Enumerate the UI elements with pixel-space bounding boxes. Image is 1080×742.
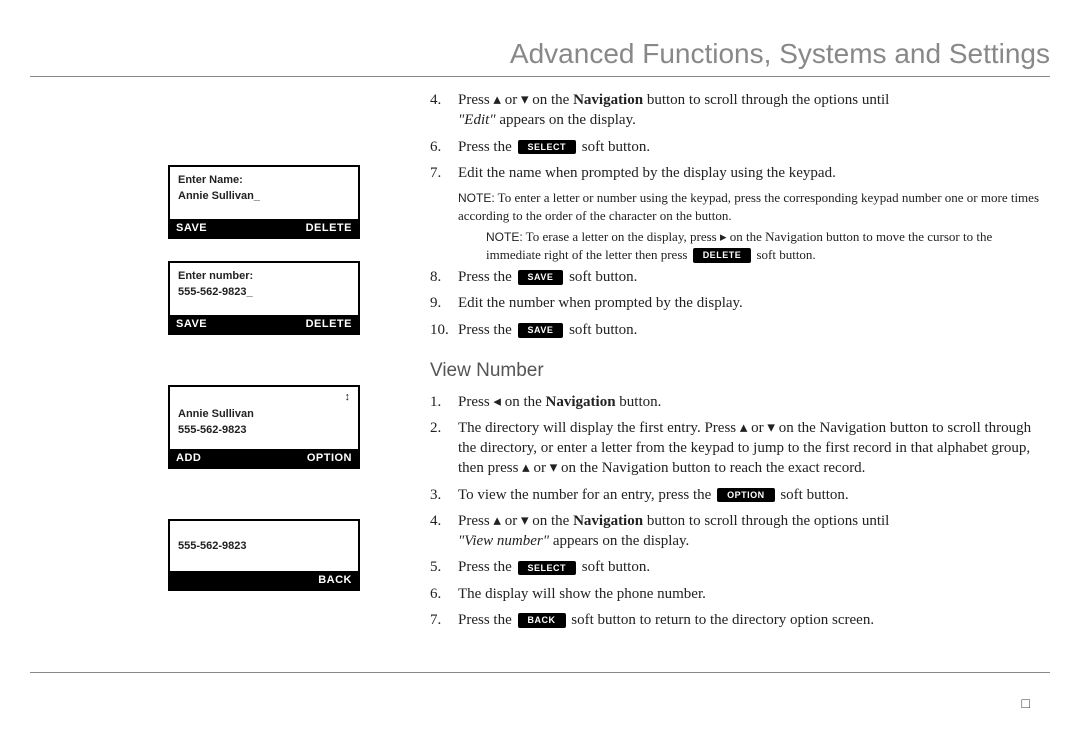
view-step-7: 7. Press the BACK soft button to return … (430, 610, 1050, 630)
view-step-4: 4. Press ▴ or ▾ on the Navigation button… (430, 511, 1050, 552)
lcd-enter-name: Enter Name: Annie Sullivan_ SAVE DELETE (168, 165, 360, 239)
view-step-5: 5. Press the SELECT soft button. (430, 557, 1050, 577)
step-10: 10. Press the SAVE soft button. (430, 320, 1050, 340)
instruction-text: 4. Press ▴ or ▾ on the Navigation button… (430, 90, 1050, 636)
note-1: NOTE: To enter a letter or number using … (458, 189, 1050, 224)
back-badge: BACK (518, 613, 566, 628)
lcd-enter-number: Enter number: 555-562-9823_ SAVE DELETE (168, 261, 360, 335)
page-number: □ (1022, 695, 1030, 711)
lcd-entry-name: Annie Sullivan (178, 407, 350, 423)
step-7: 7. Edit the name when prompted by the di… (430, 163, 1050, 183)
save-badge: SAVE (518, 270, 564, 285)
step-6: 6. Press the SELECT soft button. (430, 137, 1050, 157)
softkey-save: SAVE (170, 219, 264, 237)
lcd-value: 555-562-9823_ (178, 285, 350, 301)
softkey-add: ADD (170, 449, 264, 467)
up-arrow-icon: ▴ (522, 459, 530, 476)
lcd-number-only: 555-562-9823 BACK (168, 519, 360, 591)
softkey-delete: DELETE (264, 219, 358, 237)
delete-badge: DELETE (693, 248, 752, 263)
option-badge: OPTION (717, 488, 775, 503)
view-step-1: 1. Press ◂ on the Navigation button. (430, 392, 1050, 412)
step-4: 4. Press ▴ or ▾ on the Navigation button… (430, 90, 1050, 131)
left-arrow-icon: ◂ (493, 393, 501, 410)
updown-icon: ↕ (345, 393, 351, 402)
view-step-3: 3. To view the number for an entry, pres… (430, 485, 1050, 505)
page-title: Advanced Functions, Systems and Settings (510, 38, 1050, 70)
softkey-save: SAVE (170, 315, 264, 333)
lcd-screens-column: Enter Name: Annie Sullivan_ SAVE DELETE … (168, 165, 360, 591)
softkey-back: BACK (264, 571, 358, 589)
softkey-option: OPTION (264, 449, 358, 467)
lcd-phone-number: 555-562-9823 (178, 539, 350, 555)
edit-steps-list: 4. Press ▴ or ▾ on the Navigation button… (430, 90, 1050, 183)
lcd-label: Enter Name: (178, 173, 350, 189)
divider-bottom (30, 672, 1050, 673)
view-step-6: 6. The display will show the phone numbe… (430, 584, 1050, 604)
note-2: NOTE: To erase a letter on the display, … (486, 228, 1050, 263)
up-arrow-icon: ▴ (493, 91, 501, 108)
save-badge: SAVE (518, 323, 564, 338)
lcd-directory-entry: ↕ Annie Sullivan 555-562-9823 ADD OPTION (168, 385, 360, 469)
select-badge: SELECT (518, 561, 577, 576)
lcd-value: Annie Sullivan_ (178, 189, 350, 205)
softkey-blank (170, 571, 264, 589)
select-badge: SELECT (518, 140, 577, 155)
edit-steps-list-2: 8. Press the SAVE soft button. 9. Edit t… (430, 267, 1050, 340)
divider-top (30, 76, 1050, 77)
softkey-delete: DELETE (264, 315, 358, 333)
view-number-heading: View Number (430, 358, 1050, 384)
view-step-2: 2. The directory will display the first … (430, 418, 1050, 479)
down-arrow-icon: ▾ (767, 419, 775, 436)
lcd-label: Enter number: (178, 269, 350, 285)
up-arrow-icon: ▴ (493, 512, 501, 529)
step-9: 9. Edit the number when prompted by the … (430, 293, 1050, 313)
lcd-entry-number: 555-562-9823 (178, 423, 350, 439)
step-8: 8. Press the SAVE soft button. (430, 267, 1050, 287)
view-steps-list: 1. Press ◂ on the Navigation button. 2. … (430, 392, 1050, 631)
